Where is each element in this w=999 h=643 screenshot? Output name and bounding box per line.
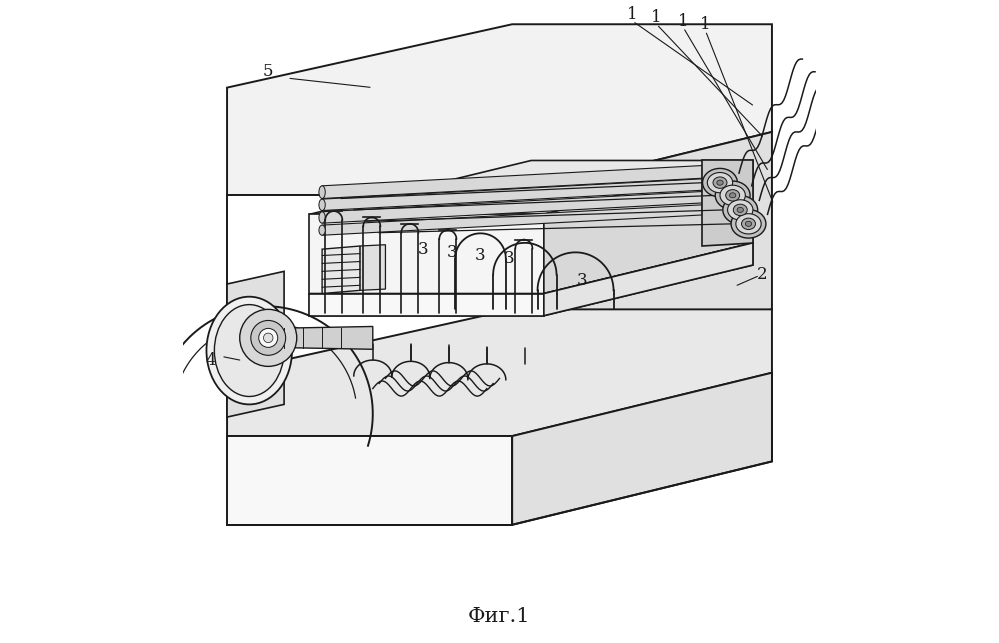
Ellipse shape (319, 199, 326, 210)
Polygon shape (227, 271, 284, 417)
Polygon shape (310, 161, 753, 214)
Text: 3: 3 (503, 250, 514, 267)
Polygon shape (702, 161, 753, 246)
Polygon shape (310, 293, 543, 316)
Text: 2: 2 (757, 266, 768, 283)
Polygon shape (310, 214, 543, 293)
Ellipse shape (251, 320, 286, 356)
Polygon shape (227, 24, 772, 195)
Ellipse shape (733, 204, 747, 215)
Ellipse shape (737, 207, 743, 212)
Ellipse shape (727, 200, 753, 220)
Text: 5: 5 (263, 63, 274, 80)
Polygon shape (227, 309, 772, 436)
Ellipse shape (731, 210, 766, 238)
Ellipse shape (259, 329, 278, 347)
Polygon shape (360, 245, 386, 291)
Ellipse shape (702, 168, 737, 197)
Text: 3: 3 (476, 247, 486, 264)
Polygon shape (322, 246, 360, 293)
Text: Фиг.1: Фиг.1 (469, 607, 530, 626)
Ellipse shape (713, 177, 727, 188)
Polygon shape (543, 161, 753, 293)
Ellipse shape (741, 218, 755, 230)
Polygon shape (227, 195, 512, 373)
Text: 1: 1 (678, 13, 688, 30)
Polygon shape (272, 327, 373, 349)
Ellipse shape (319, 225, 326, 235)
Ellipse shape (264, 333, 273, 343)
Ellipse shape (715, 181, 750, 210)
Text: 1: 1 (651, 10, 662, 26)
Ellipse shape (736, 213, 761, 234)
Ellipse shape (207, 296, 292, 404)
Text: 3: 3 (576, 273, 587, 289)
Polygon shape (227, 436, 512, 525)
Polygon shape (322, 165, 702, 199)
Text: 1: 1 (700, 15, 710, 33)
Ellipse shape (723, 195, 757, 224)
Polygon shape (310, 243, 753, 316)
Polygon shape (543, 243, 753, 316)
Text: 1: 1 (627, 6, 638, 23)
Ellipse shape (215, 305, 284, 397)
Polygon shape (322, 192, 702, 223)
Ellipse shape (319, 186, 326, 199)
Text: 3: 3 (419, 240, 429, 258)
Ellipse shape (729, 193, 736, 198)
Polygon shape (512, 373, 772, 525)
Polygon shape (322, 205, 702, 235)
Ellipse shape (319, 212, 326, 223)
Ellipse shape (707, 172, 732, 193)
Ellipse shape (725, 190, 739, 201)
Text: 4: 4 (206, 352, 217, 368)
Ellipse shape (745, 221, 751, 226)
Polygon shape (322, 179, 702, 210)
Ellipse shape (717, 180, 723, 185)
Ellipse shape (240, 309, 297, 367)
Polygon shape (512, 132, 772, 373)
Text: 3: 3 (447, 244, 458, 261)
Ellipse shape (720, 185, 745, 206)
